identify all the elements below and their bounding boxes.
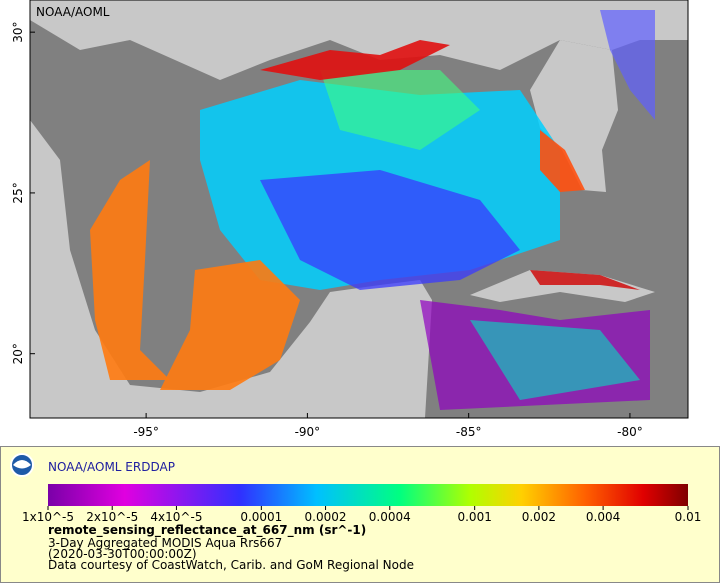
legend-panel xyxy=(0,446,720,583)
colorbar-tick-label: 0.01 xyxy=(675,510,702,524)
map: NOAA/AOML xyxy=(29,0,689,419)
y-tick-label: 25° xyxy=(11,182,25,203)
colorbar-tick-label: 0.001 xyxy=(457,510,491,524)
y-tick-label: 20° xyxy=(11,343,25,364)
variable-name: remote_sensing_reflectance_at_667_nm (sr… xyxy=(48,523,366,538)
colorbar-tick-label: 0.0001 xyxy=(240,510,282,524)
land xyxy=(30,120,432,418)
land xyxy=(470,270,655,302)
imagery xyxy=(160,260,300,390)
x-tick-label: -85° xyxy=(456,425,482,439)
colorbar-tick-label: 0.002 xyxy=(522,510,556,524)
colorbar-tick-label: 0.0002 xyxy=(305,510,347,524)
colorbar xyxy=(48,484,688,506)
colorbar-tick-label: 0.0004 xyxy=(369,510,411,524)
imagery xyxy=(540,130,585,192)
x-tick-label: -80° xyxy=(617,425,643,439)
colorbar-tick-label: 1x10^-5 xyxy=(22,510,74,524)
colorbar-tick-label: 4x10^-5 xyxy=(150,510,202,524)
imagery xyxy=(530,270,640,290)
colorbar-tick-label: 0.004 xyxy=(586,510,620,524)
imagery xyxy=(260,40,450,80)
land xyxy=(530,40,618,192)
logo-bird xyxy=(13,460,31,469)
map-frame xyxy=(29,0,689,419)
imagery xyxy=(470,320,640,400)
info-line: Data courtesy of CoastWatch, Carib. and … xyxy=(48,558,414,572)
info-line: 3-Day Aggregated MODIS Aqua Rrs667 xyxy=(48,536,282,550)
imagery xyxy=(260,170,520,290)
info-line: (2020-03-30T00:00:00Z) xyxy=(48,547,197,561)
y-tick-label: 30° xyxy=(11,22,25,43)
land xyxy=(30,0,688,80)
imagery xyxy=(320,70,480,150)
x-tick-label: -95° xyxy=(133,425,159,439)
imagery xyxy=(90,160,170,380)
colorbar-tick-label: 2x10^-5 xyxy=(86,510,138,524)
x-tick-label: -90° xyxy=(295,425,321,439)
legend-title: NOAA/AOML ERDDAP xyxy=(48,460,175,474)
watermark: NOAA/AOML xyxy=(36,5,110,19)
imagery xyxy=(600,10,655,120)
